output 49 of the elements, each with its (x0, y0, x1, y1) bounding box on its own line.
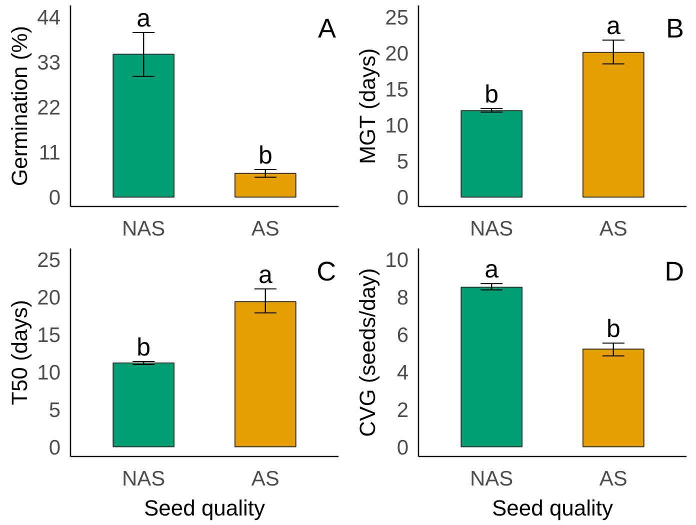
annotation: a (136, 4, 151, 33)
y-tick-label: 8 (396, 286, 409, 310)
y-tick-label: 0 (396, 436, 409, 460)
x-tick-label: NAS (470, 218, 514, 240)
y-tick-label: 5 (48, 398, 61, 422)
annotation: C (316, 256, 336, 286)
y-tick-label: 20 (385, 42, 408, 66)
y-axis-title: CVG (seeds/day) (355, 268, 380, 437)
y-axis-title: Germination (%) (7, 26, 32, 186)
annotation: A (318, 14, 336, 44)
annotation: B (666, 14, 684, 44)
y-tick-label: 33 (37, 51, 60, 74)
y-tick-label: 6 (396, 324, 409, 348)
x-tick-label: NAS (122, 218, 166, 240)
y-tick-label: 10 (37, 361, 60, 384)
y-tick-label: 4 (396, 361, 409, 384)
y-tick-label: 10 (385, 114, 408, 138)
annotation: a (606, 12, 620, 40)
y-tick-label: 22 (37, 96, 60, 120)
y-tick-label: 44 (37, 6, 61, 30)
annotation: D (664, 256, 684, 286)
y-tick-label: 0 (48, 186, 61, 210)
y-tick-label: 25 (37, 249, 60, 272)
y-tick-label: 20 (37, 286, 60, 310)
x-tick-label: AS (251, 468, 280, 490)
annotation: a (484, 256, 499, 284)
y-tick-label: 5 (396, 150, 409, 174)
annotation: b (136, 333, 151, 362)
x-tick-label: AS (599, 468, 628, 490)
x-tick-label: NAS (122, 468, 166, 490)
y-axis-title: MGT (days) (355, 48, 380, 164)
y-tick-label: 15 (385, 78, 408, 102)
y-axis-title: T50 (days) (7, 300, 32, 406)
x-tick-label: AS (599, 218, 628, 240)
y-tick-label: 15 (37, 324, 60, 348)
y-tick-label: 25 (385, 6, 408, 30)
y-tick-label: 0 (48, 436, 61, 460)
annotation: b (606, 315, 620, 344)
annotation: b (258, 141, 272, 170)
y-tick-label: 10 (385, 249, 408, 272)
y-tick-label: 0 (396, 186, 409, 210)
y-tick-label: 2 (396, 398, 409, 422)
x-tick-label: NAS (470, 468, 514, 490)
x-axis-title: Seed quality (144, 496, 266, 520)
y-tick-label: 11 (38, 142, 61, 165)
annotation: b (484, 80, 499, 109)
annotation: a (258, 260, 272, 289)
x-axis-title: Seed quality (492, 496, 614, 520)
x-tick-label: AS (251, 218, 280, 240)
